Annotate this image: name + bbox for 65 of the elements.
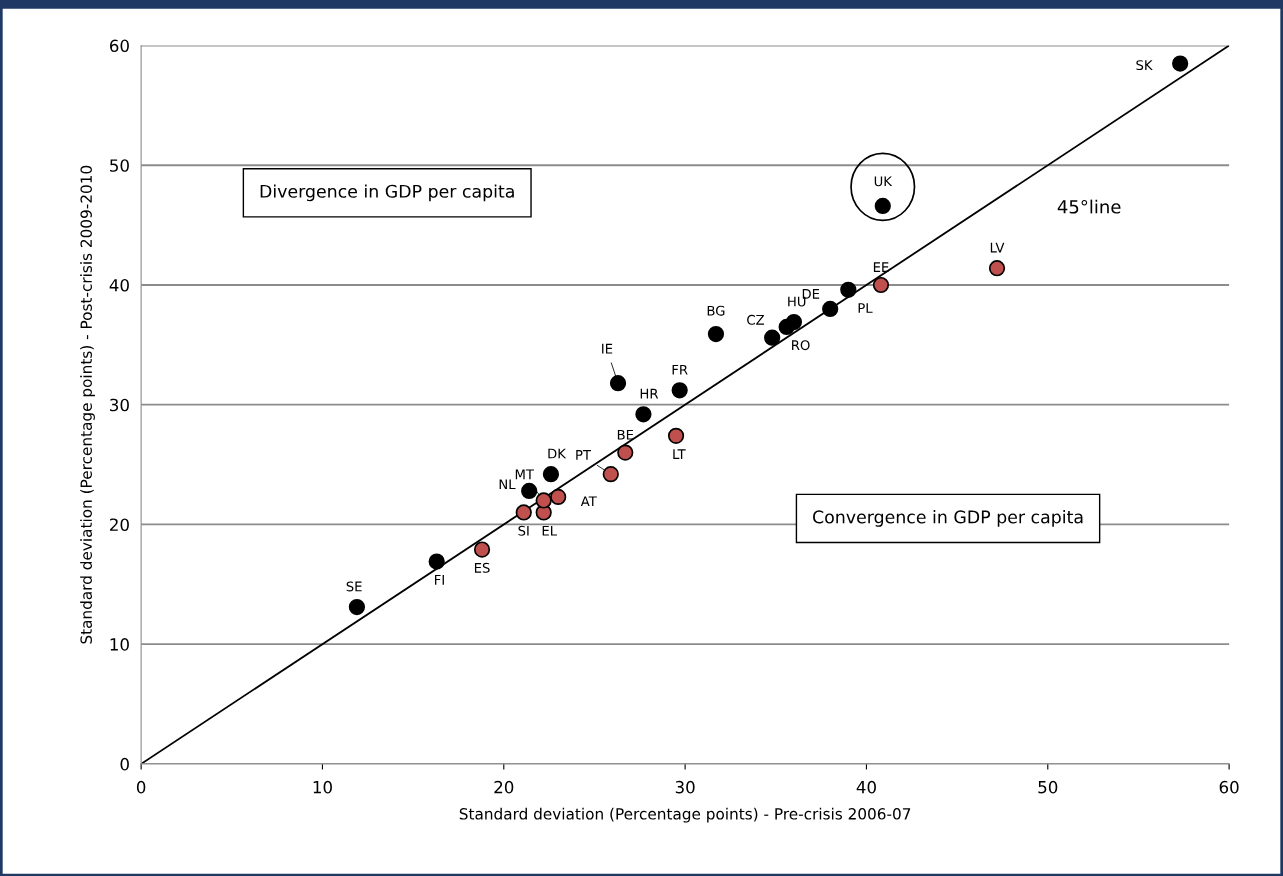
point [515, 504, 532, 521]
y-tick-label: 60 [109, 39, 129, 53]
point [348, 598, 366, 616]
annotation: SI [518, 525, 529, 536]
annotation: NL [499, 479, 516, 489]
annotation: LV [990, 242, 1005, 253]
y-tick-label: 30 [110, 398, 129, 412]
y-axis-title: Standard deviation (Percentage points) - Post-crisis 2009-2010 [80, 165, 95, 644]
annotation: AT [580, 496, 597, 507]
annotation: FR [672, 364, 688, 375]
series-label: 45°line [1057, 199, 1121, 214]
point [840, 281, 857, 298]
annotation: BG [707, 305, 725, 316]
annotation: EL [542, 525, 558, 536]
x-tick-label: 30 [675, 780, 695, 794]
point [707, 325, 725, 343]
point [617, 444, 634, 461]
point [764, 329, 781, 346]
x-tick-label: 60 [1219, 780, 1239, 794]
annotation: PL [858, 303, 873, 313]
x-tick-label: 20 [494, 780, 514, 794]
annotation: BE [617, 429, 634, 440]
annotation: UK [874, 176, 893, 187]
x-axis-title: Standard deviation (Percentage points) - Pre-crisis 2006-07 [459, 807, 911, 823]
point [872, 276, 890, 294]
y-tick-label: 20 [110, 518, 129, 531]
point [667, 427, 685, 444]
point [874, 197, 891, 215]
point [550, 488, 567, 506]
annotation: EE [873, 262, 889, 272]
annotation: PT [576, 450, 592, 460]
y-tick-label: 10 [110, 638, 129, 651]
annotation: CZ [747, 314, 765, 325]
point [602, 466, 619, 483]
point [635, 406, 652, 423]
point [785, 313, 803, 331]
y-tick-label: 50 [110, 159, 129, 172]
annotation: Convergence in GDP per capita [813, 510, 1083, 527]
annotation: ES [474, 562, 490, 573]
x-tick-label: 50 [1038, 780, 1058, 794]
point [535, 492, 552, 509]
y-tick-label: 40 [109, 278, 129, 292]
annotation: SK [1136, 60, 1153, 71]
annotation: IE [602, 343, 613, 354]
annotation: RO [792, 340, 810, 351]
point [822, 300, 839, 318]
annotation: LT [673, 449, 686, 459]
point [521, 482, 538, 500]
point [988, 260, 1006, 277]
annotation: Divergence in GDP per capita [260, 184, 514, 202]
point [1172, 55, 1189, 72]
x-tick-label: 0 [136, 780, 146, 794]
point [428, 553, 445, 570]
point [542, 466, 560, 483]
annotation: FI [435, 575, 444, 585]
annotation: DK [548, 448, 567, 459]
annotation: HR [640, 388, 659, 399]
x-tick-label: 40 [856, 780, 876, 794]
annotation: SE [346, 581, 362, 592]
annotation: MT [515, 469, 534, 480]
point [671, 382, 688, 399]
point [609, 375, 627, 392]
y-tick-label: 0 [120, 757, 129, 771]
x-tick-label: 10 [313, 780, 332, 794]
point [473, 541, 491, 558]
